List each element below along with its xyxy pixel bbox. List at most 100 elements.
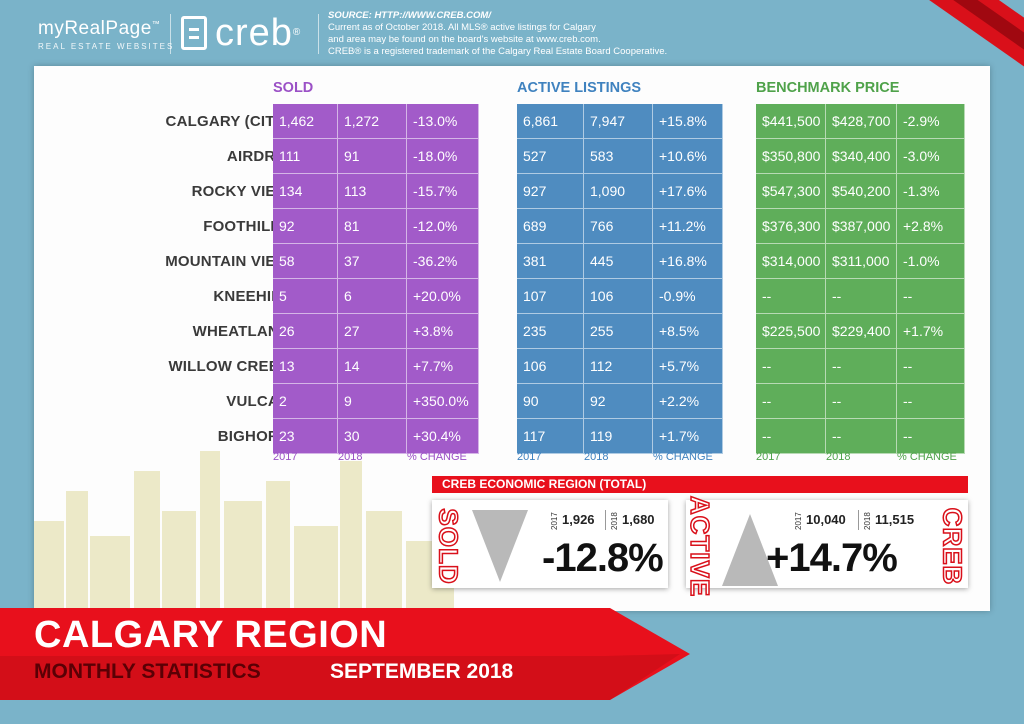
benchmark-cell: $225,500 <box>756 314 826 349</box>
active-group-title: ACTIVE LISTINGS <box>517 80 642 96</box>
active-cell: 689 <box>517 209 584 244</box>
sold-cell: -12.0% <box>407 209 479 244</box>
benchmark-cell: -- <box>826 419 897 454</box>
region-label: BIGHORN <box>217 428 290 445</box>
brand-tagline: REAL ESTATE WEBSITES <box>38 42 175 51</box>
benchmark-cell: -- <box>897 349 965 384</box>
benchmark-cell: -- <box>826 349 897 384</box>
sold-cell: -13.0% <box>407 104 479 139</box>
active-cell: 255 <box>584 314 653 349</box>
benchmark-cell: $540,200 <box>826 174 897 209</box>
benchmark-cell: -- <box>897 384 965 419</box>
source-line: Current as of October 2018. All MLS® act… <box>328 22 596 33</box>
myrealpage-logo[interactable]: myRealPage™ REAL ESTATE WEBSITES <box>38 18 174 51</box>
sold-cell: 13 <box>273 349 338 384</box>
banner-title: CALGARY REGION <box>34 614 388 656</box>
active-cell: +15.8% <box>653 104 723 139</box>
active-cell: 92 <box>584 384 653 419</box>
active-cell: 106 <box>584 279 653 314</box>
active-cell: 445 <box>584 244 653 279</box>
building-icon <box>181 16 207 50</box>
active-column-label: 2017 <box>517 451 542 463</box>
sold-cell: 91 <box>338 139 407 174</box>
benchmark-cell: -- <box>826 279 897 314</box>
source-line: and area may be found on the board's web… <box>328 34 601 45</box>
active-cell: +2.2% <box>653 384 723 419</box>
econ-sold-year-a: 2017 <box>550 512 559 530</box>
creb-logo[interactable]: creb® <box>181 14 301 52</box>
active-cell: +8.5% <box>653 314 723 349</box>
benchmark-cell: -1.0% <box>897 244 965 279</box>
active-cell: 1,090 <box>584 174 653 209</box>
brand-name: myRealPage <box>38 18 152 39</box>
region-label: CALGARY (CITY) <box>165 113 290 130</box>
active-cell: -0.9% <box>653 279 723 314</box>
sold-cell: 58 <box>273 244 338 279</box>
econ-active-change: +14.7% <box>766 536 898 580</box>
econ-sold-label: SOLD <box>433 507 465 585</box>
econ-sold-year-b: 2018 <box>610 512 619 530</box>
down-triangle-icon <box>472 510 528 582</box>
creb-vertical-label: CREB <box>937 506 969 585</box>
active-cell: 927 <box>517 174 584 209</box>
active-cell: 112 <box>584 349 653 384</box>
sold-column-label: % CHANGE <box>407 451 467 463</box>
title-banner <box>0 608 690 700</box>
sold-column-label: 2018 <box>338 451 363 463</box>
econ-active-label: ACTIVE <box>685 495 717 598</box>
creb-reg: ® <box>292 27 302 38</box>
sold-cell: 26 <box>273 314 338 349</box>
source-line: CREB® is a registered trademark of the C… <box>328 46 668 57</box>
benchmark-column-label: % CHANGE <box>897 451 957 463</box>
sold-cell: 27 <box>338 314 407 349</box>
benchmark-group-title: BENCHMARK PRICE <box>756 80 900 96</box>
benchmark-cell: -1.3% <box>897 174 965 209</box>
active-cell: 117 <box>517 419 584 454</box>
econ-active-value-b: 11,515 <box>875 512 915 527</box>
active-cell: 583 <box>584 139 653 174</box>
benchmark-cell: -- <box>897 419 965 454</box>
sold-cell: +30.4% <box>407 419 479 454</box>
econ-active-sep <box>858 510 859 530</box>
sold-cell: +20.0% <box>407 279 479 314</box>
econ-active-value-a: 10,040 <box>806 512 846 527</box>
region-label: VULCAN <box>226 393 290 410</box>
benchmark-cell: -- <box>897 279 965 314</box>
benchmark-cell: $441,500 <box>756 104 826 139</box>
sold-cell: 111 <box>273 139 338 174</box>
sold-cell: 9 <box>338 384 407 419</box>
benchmark-cell: $314,000 <box>756 244 826 279</box>
sold-cell: 30 <box>338 419 407 454</box>
active-cell: +17.6% <box>653 174 723 209</box>
region-label: WHEATLAND <box>192 323 290 340</box>
econ-sold-label-wrap: SOLD <box>433 506 465 586</box>
active-cell: 527 <box>517 139 584 174</box>
active-cell: +16.8% <box>653 244 723 279</box>
benchmark-cell: -- <box>756 349 826 384</box>
econ-region-title: CREB ECONOMIC REGION (TOTAL) <box>432 476 968 493</box>
benchmark-column-label: 2018 <box>826 451 851 463</box>
econ-active-label-wrap: ACTIVE <box>685 495 717 598</box>
region-label: KNEEHILL <box>213 288 290 305</box>
active-column-label: % CHANGE <box>653 451 713 463</box>
active-cell: 381 <box>517 244 584 279</box>
region-label: FOOTHILLS <box>203 218 290 235</box>
sold-cell: -36.2% <box>407 244 479 279</box>
active-cell: 235 <box>517 314 584 349</box>
region-label: WILLOW CREEK <box>168 358 290 375</box>
sold-cell: +350.0% <box>407 384 479 419</box>
header-divider <box>170 14 171 54</box>
active-cell: 7,947 <box>584 104 653 139</box>
sold-cell: 1,462 <box>273 104 338 139</box>
sold-cell: 113 <box>338 174 407 209</box>
econ-sold-value-b: 1,680 <box>622 512 655 527</box>
active-cell: +1.7% <box>653 419 723 454</box>
benchmark-cell: -- <box>756 384 826 419</box>
sold-cell: 23 <box>273 419 338 454</box>
econ-sold-change: -12.8% <box>542 536 664 580</box>
benchmark-cell: $376,300 <box>756 209 826 244</box>
header: myRealPage™ REAL ESTATE WEBSITES creb® S… <box>0 0 1024 66</box>
econ-active-year-a: 2017 <box>794 512 803 530</box>
active-cell: +10.6% <box>653 139 723 174</box>
sold-cell: 92 <box>273 209 338 244</box>
